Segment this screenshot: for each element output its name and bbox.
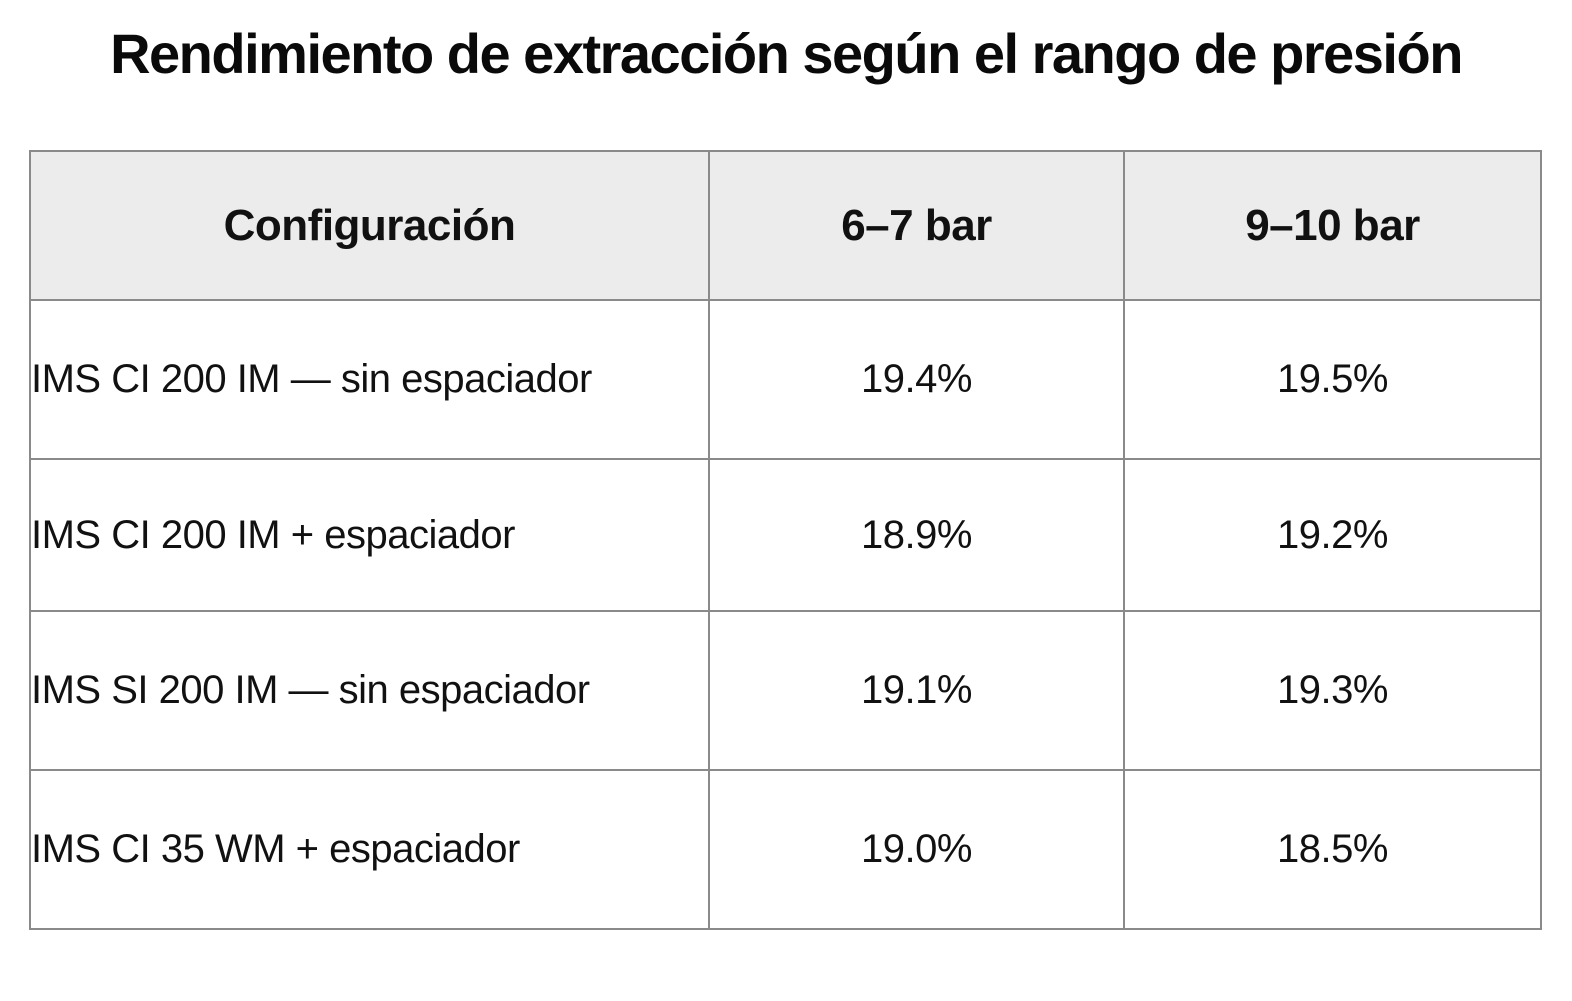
cell-9-10-bar: 19.2%	[1123, 458, 1542, 612]
cell-configuracion: IMS CI 200 IM + espaciador	[29, 458, 710, 612]
table-row: IMS CI 200 IM — sin espaciador 19.4% 19.…	[29, 299, 1542, 460]
cell-6-7-bar: 18.9%	[708, 458, 1125, 612]
cell-9-10-bar: 19.5%	[1123, 299, 1542, 460]
extraction-yield-table: Configuración 6–7 bar 9–10 bar IMS CI 20…	[29, 150, 1542, 930]
column-header-configuracion: Configuración	[29, 150, 710, 301]
column-header-6-7-bar: 6–7 bar	[708, 150, 1125, 301]
cell-9-10-bar: 19.3%	[1123, 610, 1542, 771]
table-row: IMS SI 200 IM — sin espaciador 19.1% 19.…	[29, 610, 1542, 771]
cell-6-7-bar: 19.0%	[708, 769, 1125, 930]
cell-configuracion: IMS CI 200 IM — sin espaciador	[29, 299, 710, 460]
cell-6-7-bar: 19.1%	[708, 610, 1125, 771]
cell-configuracion: IMS CI 35 WM + espaciador	[29, 769, 710, 930]
table-header-row: Configuración 6–7 bar 9–10 bar	[29, 150, 1542, 301]
cell-6-7-bar: 19.4%	[708, 299, 1125, 460]
page-title: Rendimiento de extracción según el rango…	[110, 22, 1463, 85]
table-row: IMS CI 200 IM + espaciador 18.9% 19.2%	[29, 458, 1542, 612]
column-header-9-10-bar: 9–10 bar	[1123, 150, 1542, 301]
cell-configuracion: IMS SI 200 IM — sin espaciador	[29, 610, 710, 771]
cell-9-10-bar: 18.5%	[1123, 769, 1542, 930]
table-body: IMS CI 200 IM — sin espaciador 19.4% 19.…	[29, 299, 1542, 930]
table-header: Configuración 6–7 bar 9–10 bar	[29, 150, 1542, 301]
table-row: IMS CI 35 WM + espaciador 19.0% 18.5%	[29, 769, 1542, 930]
